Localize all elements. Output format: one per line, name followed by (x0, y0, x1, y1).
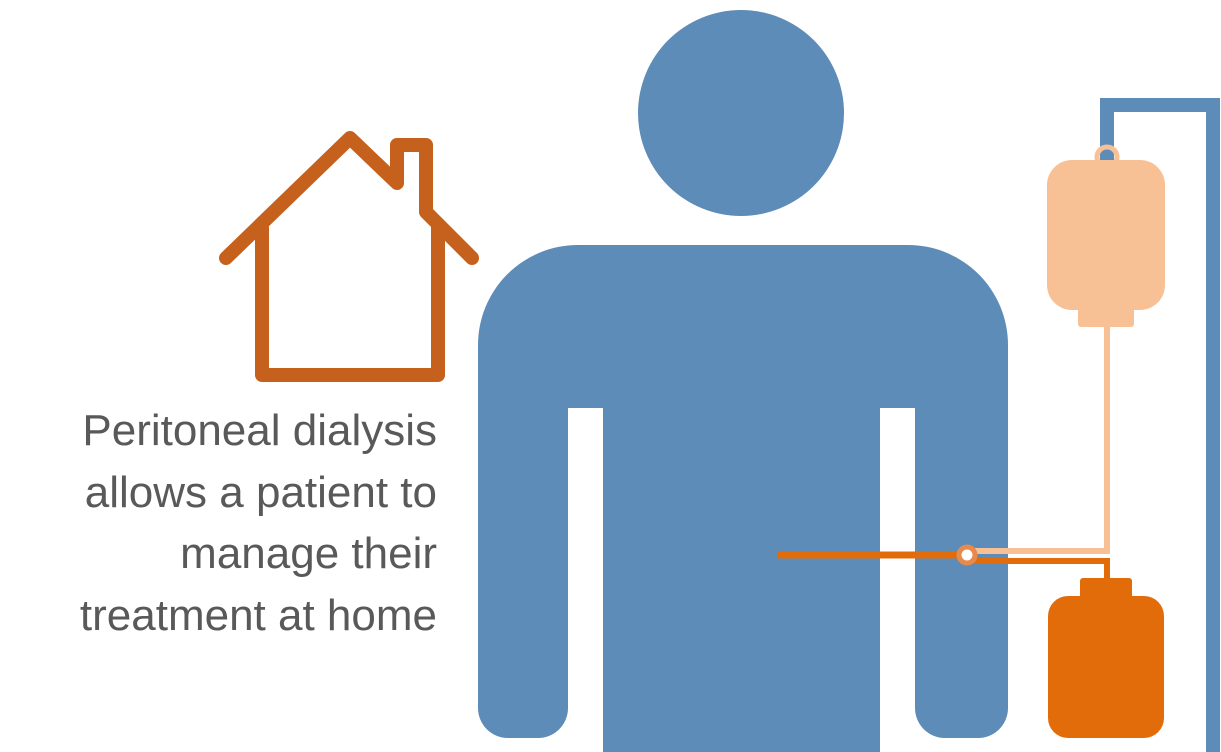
caption: Peritoneal dialysis allows a patient to … (80, 406, 437, 640)
fluid-bag-cap (1078, 300, 1134, 327)
outflow-tube (972, 558, 1110, 582)
house-icon (219, 131, 479, 382)
drain-bag (1048, 596, 1164, 738)
inflow-tube (975, 325, 1110, 554)
caption-line: manage their (180, 529, 437, 578)
caption-line: treatment at home (80, 591, 437, 640)
person-head (638, 10, 844, 216)
iv-pole (1100, 98, 1220, 752)
person-body (478, 245, 1008, 752)
house-walls (255, 218, 445, 382)
caption-line: allows a patient to (85, 468, 437, 517)
house-roof (219, 131, 479, 265)
connector (956, 544, 978, 566)
fluid-bag (1047, 160, 1165, 310)
caption-line: Peritoneal dialysis (82, 406, 437, 455)
